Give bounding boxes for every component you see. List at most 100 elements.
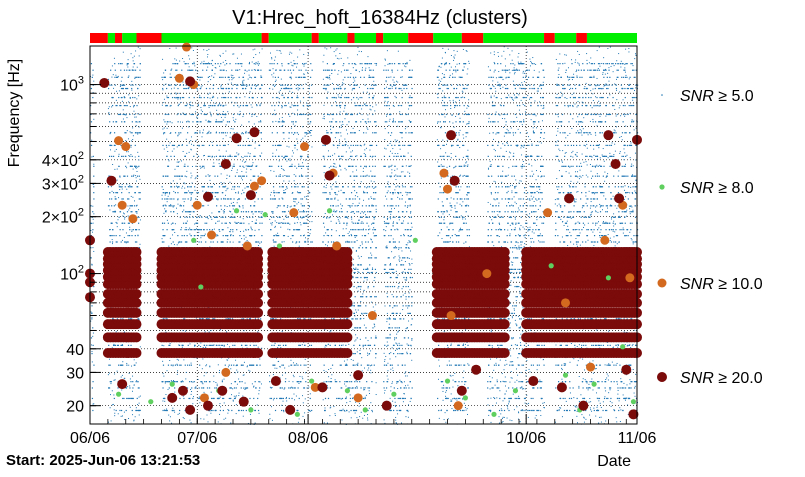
snr5-point <box>335 55 336 56</box>
snr5-point <box>239 205 240 206</box>
snr5-point <box>138 318 139 319</box>
snr5-point <box>173 206 174 207</box>
snr5-point <box>223 410 224 411</box>
snr5-point <box>294 114 295 115</box>
snr5-point <box>127 65 128 66</box>
snr5-point <box>294 365 295 366</box>
snr5-point <box>243 207 244 208</box>
snr5-point <box>250 345 251 346</box>
snr5-point <box>363 389 364 390</box>
snr5-point <box>225 365 226 366</box>
snr5-point <box>119 184 120 185</box>
snr5-point <box>260 103 261 104</box>
snr5-point <box>129 208 130 209</box>
snr5-point <box>170 132 171 133</box>
snr5-point <box>278 102 279 103</box>
snr5-point <box>225 186 226 187</box>
snr5-point <box>279 198 280 199</box>
snr5-point <box>109 229 110 230</box>
snr5-point <box>123 156 124 157</box>
snr5-point <box>186 227 187 228</box>
snr5-point <box>295 387 296 388</box>
snr5-point <box>117 169 118 170</box>
snr5-point <box>220 70 221 71</box>
snr5-point <box>191 175 192 176</box>
snr5-point <box>224 64 225 65</box>
snr5-point <box>187 103 188 104</box>
snr5-point <box>135 77 136 78</box>
snr5-point <box>300 217 301 218</box>
snr5-point <box>199 402 200 403</box>
snr5-point <box>275 156 276 157</box>
snr5-point <box>334 164 335 165</box>
snr5-point <box>291 132 292 133</box>
snr5-point <box>284 211 285 212</box>
snr5-point <box>221 241 222 242</box>
snr5-point <box>173 410 174 411</box>
snr5-point <box>211 212 212 213</box>
snr5-point <box>197 132 198 133</box>
snr5-point <box>183 396 184 397</box>
snr5-point <box>287 229 288 230</box>
snr5-point <box>223 156 224 157</box>
snr5-point <box>293 362 294 363</box>
snr5-point <box>202 145 203 146</box>
snr5-point <box>216 205 217 206</box>
snr5-point <box>213 77 214 78</box>
snr5-point <box>182 113 183 114</box>
snr5-point <box>132 410 133 411</box>
snr5-point <box>189 104 190 105</box>
snr5-point <box>355 387 356 388</box>
snr5-point <box>273 171 274 172</box>
snr5-point <box>245 88 246 89</box>
snr5-point <box>246 176 247 177</box>
snr5-point <box>274 195 275 196</box>
snr5-point <box>195 387 196 388</box>
snr5-point <box>225 156 226 157</box>
snr5-point <box>122 101 123 102</box>
snr5-point <box>327 423 328 424</box>
snr5-point <box>343 65 344 66</box>
snr5-point <box>367 355 368 356</box>
snr5-point <box>221 117 222 118</box>
snr5-point <box>128 151 129 152</box>
snr5-point <box>212 229 213 230</box>
snr5-point <box>111 420 112 421</box>
snr5-point <box>182 122 183 123</box>
snr5-point <box>290 106 291 107</box>
snr5-point <box>368 233 369 234</box>
snr5-point <box>111 186 112 187</box>
snr5-point <box>260 70 261 71</box>
snr5-point <box>323 61 324 62</box>
snr5-point <box>330 194 331 195</box>
snr5-point <box>296 67 297 68</box>
snr5-point <box>371 381 372 382</box>
snr5-point <box>327 235 328 236</box>
snr5-point <box>243 167 244 168</box>
snr5-point <box>129 227 130 228</box>
snr5-point <box>343 228 344 229</box>
snr5-point <box>136 121 137 122</box>
snr5-point <box>326 371 327 372</box>
snr5-point <box>359 130 360 131</box>
snr5-point <box>302 138 303 139</box>
snr5-point <box>135 235 136 236</box>
snr5-point <box>356 287 357 288</box>
snr5-point <box>164 223 165 224</box>
snr5-point <box>179 413 180 414</box>
snr5-point <box>195 177 196 178</box>
snr5-point <box>188 88 189 89</box>
snr5-point <box>236 387 237 388</box>
snr5-point <box>170 198 171 199</box>
snr5-point <box>366 148 367 149</box>
snr5-point <box>139 403 140 404</box>
snr5-point <box>198 85 199 86</box>
snr5-point <box>253 205 254 206</box>
snr5-point <box>369 229 370 230</box>
snr5-point <box>163 345 164 346</box>
snr5-point <box>242 396 243 397</box>
snr5-point <box>215 382 216 383</box>
snr5-point <box>293 121 294 122</box>
snr5-point <box>338 70 339 71</box>
snr5-point <box>356 417 357 418</box>
